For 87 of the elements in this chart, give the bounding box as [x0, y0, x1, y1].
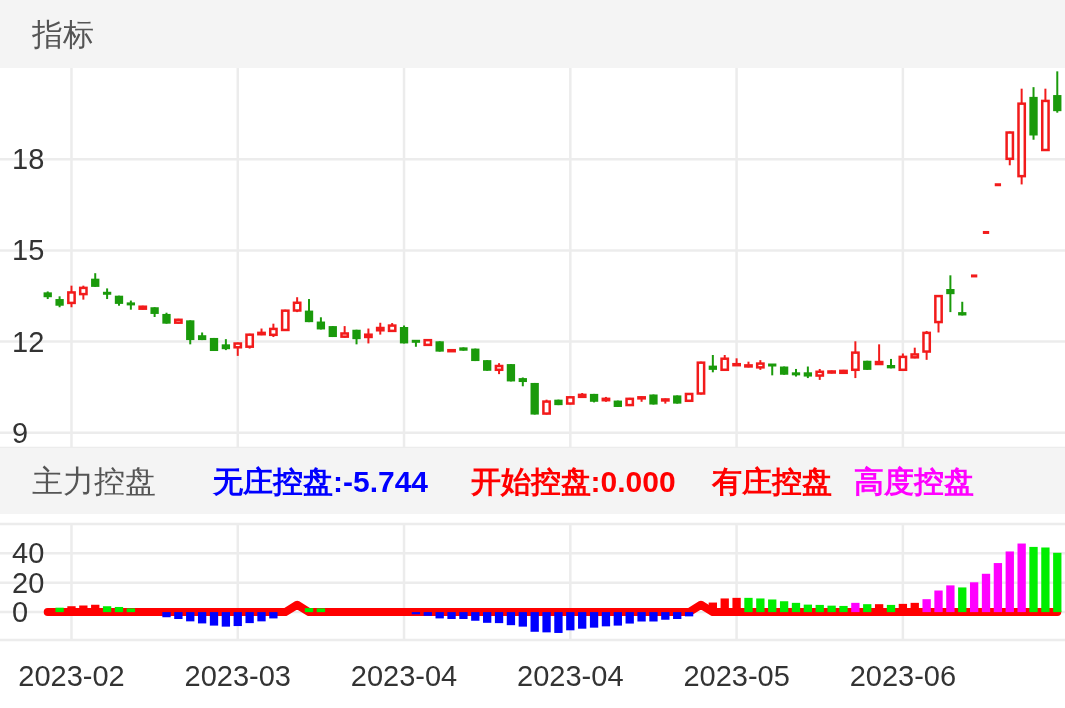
bar: [269, 612, 278, 619]
candlestick: [1053, 70, 1062, 114]
text: 开始控盘:0.000: [469, 465, 676, 498]
text: 无庄控盘:-5.744: [212, 465, 429, 498]
bar: [851, 602, 860, 613]
bar: [233, 612, 242, 627]
y-tick-label: 12: [12, 325, 45, 358]
bar: [459, 612, 468, 619]
bar: [316, 608, 326, 613]
bar: [1005, 551, 1014, 613]
chart-title: 指标: [31, 17, 94, 52]
bar: [197, 612, 207, 624]
y-tick-label: 0: [12, 596, 29, 629]
bar: [744, 597, 753, 613]
bar: [518, 612, 527, 627]
bar: [958, 587, 967, 613]
candlestick: [850, 340, 860, 380]
bar: [803, 604, 813, 613]
bar: [245, 612, 254, 624]
bar: [779, 601, 789, 613]
bar: [637, 612, 646, 622]
bar: [471, 612, 480, 621]
candlestick: [946, 274, 955, 314]
candlestick: [280, 308, 290, 332]
bar: [221, 612, 231, 627]
bar: [969, 582, 979, 613]
bar: [589, 612, 599, 628]
bar: [174, 612, 183, 619]
candlestick: [922, 329, 932, 361]
bar: [934, 590, 943, 613]
bar: [542, 612, 551, 633]
bar: [815, 604, 824, 613]
bar: [578, 612, 587, 629]
bar: [768, 599, 777, 613]
text: 有庄控盘: [710, 465, 832, 498]
bar: [55, 607, 64, 613]
bar: [530, 612, 539, 632]
bar: [946, 585, 955, 613]
bar: [1053, 552, 1062, 613]
bar: [673, 612, 682, 619]
x-tick-label: 2023-03: [184, 660, 291, 692]
bar: [661, 612, 670, 620]
bar: [1029, 546, 1038, 613]
bar: [1017, 543, 1026, 613]
x-tick-label: 2023-02: [18, 660, 125, 692]
bar: [209, 612, 219, 626]
bar: [447, 612, 456, 619]
bar: [304, 608, 314, 613]
y-tick-label: 15: [12, 234, 45, 267]
bar: [981, 573, 991, 613]
bar: [483, 612, 492, 623]
x-tick-label: 2023-04: [517, 660, 624, 692]
chart-title: 主力控盘: [32, 464, 156, 499]
candlestick: [67, 284, 76, 309]
bar: [625, 612, 634, 624]
bar: [435, 612, 444, 619]
bar: [186, 612, 195, 622]
bar: [886, 604, 896, 613]
text: 高度控盘: [853, 465, 974, 498]
bar: [649, 612, 658, 622]
bar: [613, 612, 622, 626]
x-tick-label: 2023-05: [683, 660, 790, 692]
bar: [756, 598, 765, 613]
bar: [554, 612, 563, 633]
bar: [1041, 547, 1050, 613]
bar: [993, 563, 1003, 613]
bar: [423, 612, 432, 616]
bar: [791, 602, 801, 613]
y-tick-label: 18: [12, 143, 45, 176]
bar: [114, 606, 124, 613]
bar: [494, 612, 504, 624]
bar: [684, 612, 694, 617]
candlestick: [186, 319, 195, 346]
bar: [566, 612, 575, 631]
x-tick-label: 2023-04: [350, 660, 458, 692]
bar: [601, 612, 611, 627]
bar: [839, 605, 848, 613]
bar: [126, 608, 136, 613]
bar: [102, 606, 112, 613]
bar: [922, 599, 931, 613]
bar: [257, 612, 266, 622]
y-tick-label: 9: [12, 416, 29, 449]
bar: [162, 612, 171, 618]
bar: [506, 612, 516, 626]
x-tick-label: 2023-06: [849, 660, 957, 692]
bar: [863, 604, 872, 613]
bar: [827, 605, 836, 613]
